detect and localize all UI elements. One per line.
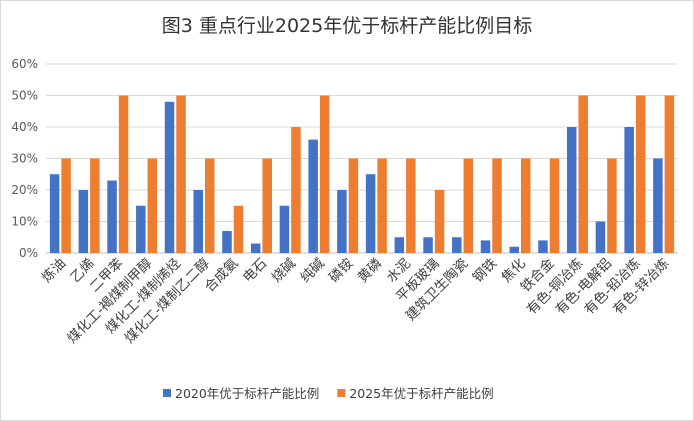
bar-2020-10: [337, 190, 347, 253]
bar-2025-13: [434, 190, 445, 253]
y-tick-label: 50%: [11, 89, 38, 103]
bar-2020-9: [308, 139, 318, 253]
bar-2025-10: [348, 158, 359, 253]
bar-2020-8: [279, 205, 290, 253]
bar-2020-19: [595, 221, 606, 253]
bar-2020-5: [193, 190, 203, 253]
bar-2025-17: [549, 158, 560, 253]
bar-2025-6: [233, 205, 244, 253]
bar-2020-21: [653, 158, 663, 253]
y-tick-label: 20%: [11, 183, 38, 197]
bar-2025-19: [607, 158, 617, 253]
bar-2020-4: [164, 101, 175, 253]
bar-2025-1: [90, 158, 100, 253]
bars: [49, 95, 675, 253]
bar-2020-7: [250, 243, 261, 253]
bar-2025-14: [463, 158, 474, 253]
bar-2025-7: [262, 158, 272, 253]
bar-2020-2: [107, 180, 117, 253]
bar-2025-15: [492, 158, 502, 253]
bar-2025-12: [406, 158, 416, 253]
legend-swatch: [337, 389, 346, 397]
bar-2020-6: [222, 230, 232, 253]
bar-2025-21: [664, 95, 675, 253]
legend-label: 2025年优于标杆产能比例: [349, 386, 493, 401]
chart-title: 图3 重点行业2025年优于标杆产能比例目标: [162, 15, 532, 37]
legend-swatch: [163, 389, 171, 397]
bar-2020-20: [624, 127, 634, 253]
bar-2020-1: [78, 190, 89, 253]
bar-2020-11: [365, 174, 376, 253]
bar-2020-12: [394, 237, 405, 253]
bar-2025-4: [176, 95, 186, 253]
bar-2025-9: [319, 95, 330, 253]
bar-2020-18: [566, 127, 577, 253]
y-tick-label: 0%: [19, 246, 38, 260]
legend: 2020年优于标杆产能比例 2025年优于标杆产能比例: [163, 386, 494, 401]
y-tick-label: 30%: [11, 152, 38, 166]
y-tick-label: 10%: [11, 215, 38, 229]
bar-2020-3: [136, 205, 146, 253]
bar-2025-2: [118, 95, 129, 253]
bar-2025-16: [521, 158, 531, 253]
y-axis-ticks: 0% 10% 20% 30% 40% 50% 60%: [11, 57, 38, 260]
legend-label: 2020年优于标杆产能比例: [175, 386, 319, 401]
bar-2020-17: [538, 240, 548, 253]
bar-2020-15: [480, 240, 491, 253]
bar-2025-3: [147, 158, 158, 253]
bar-2025-18: [578, 95, 588, 253]
bar-2025-5: [205, 158, 215, 253]
bar-2020-16: [509, 246, 519, 253]
bar-2020-0: [49, 174, 60, 253]
bar-2020-13: [423, 237, 433, 253]
bar-2025-0: [61, 158, 71, 253]
y-tick-label: 60%: [11, 57, 38, 71]
y-tick-label: 40%: [11, 120, 38, 134]
bar-2025-20: [635, 95, 646, 253]
bar-2025-11: [377, 158, 387, 253]
bar-2020-14: [452, 237, 462, 253]
bar-2025-8: [291, 127, 301, 253]
